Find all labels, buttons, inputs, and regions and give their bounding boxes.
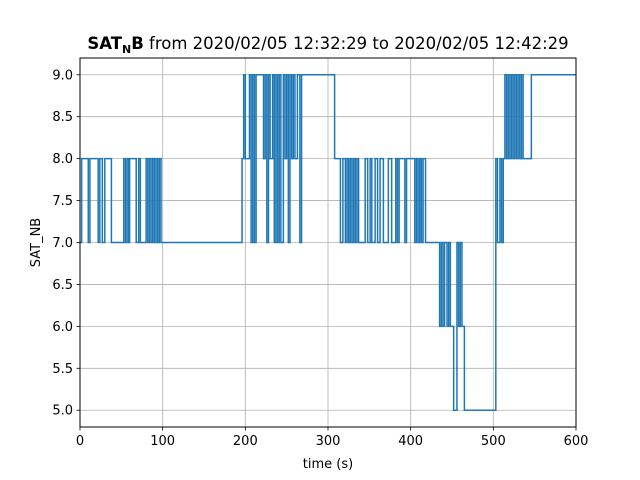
y-tick-label: 6.5 [52,278,73,293]
y-tick-label: 5.0 [52,404,73,419]
title-bold-subscript: N [122,43,131,56]
series-group [80,74,576,411]
x-axis-ticks: 0 100 200 300 400 500 600 [76,427,589,449]
x-tick-label: 200 [233,434,258,449]
x-tick-label: 0 [76,434,84,449]
x-tick-label: 400 [398,434,423,449]
y-tick-label: 6.0 [52,320,73,335]
y-tick-label: 7.0 [52,236,73,251]
y-tick-label: 8.0 [52,152,73,167]
x-tick-label: 600 [564,434,589,449]
title-time-range: from 2020/02/05 12:32:29 to 2020/02/05 1… [144,34,569,53]
title-bold-main: SAT [87,34,122,53]
x-axis-label: time (s) [303,457,353,472]
y-tick-label: 7.5 [52,194,73,209]
title-bold-tail: B [131,34,144,53]
y-tick-label: 9.0 [52,68,73,83]
x-tick-label: 300 [316,434,341,449]
x-tick-label: 100 [150,434,175,449]
chart-title: SATNB from 2020/02/05 12:32:29 to 2020/0… [87,34,568,56]
y-axis-ticks: 5.0 5.5 6.0 6.5 7.0 7.5 8.0 8.5 9.0 [52,68,80,419]
series-line-1 [80,74,576,411]
y-axis-label: SAT_NB [29,218,44,267]
x-tick-label: 500 [481,434,506,449]
y-tick-label: 5.5 [52,362,73,377]
y-tick-label: 8.5 [52,110,73,125]
